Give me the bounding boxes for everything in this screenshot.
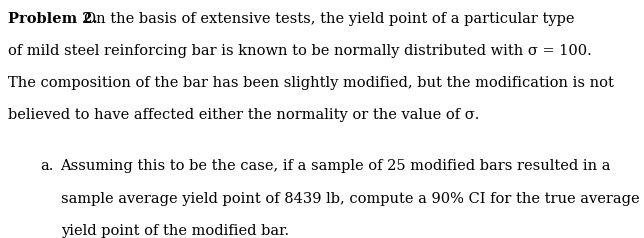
Text: sample average yield point of 8439 lb, compute a 90% CI for the true average: sample average yield point of 8439 lb, c… xyxy=(61,192,639,206)
Text: The composition of the bar has been slightly modified, but the modification is n: The composition of the bar has been slig… xyxy=(8,76,614,90)
Text: yield point of the modified bar.: yield point of the modified bar. xyxy=(61,224,289,238)
Text: On the basis of extensive tests, the yield point of a particular type: On the basis of extensive tests, the yie… xyxy=(84,12,574,26)
Text: a.: a. xyxy=(40,159,53,174)
Text: of mild steel reinforcing bar is known to be normally distributed with σ = 100.: of mild steel reinforcing bar is known t… xyxy=(8,44,591,58)
Text: Assuming this to be the case, if a sample of 25 modified bars resulted in a: Assuming this to be the case, if a sampl… xyxy=(61,159,611,174)
Text: believed to have affected either the normality or the value of σ.: believed to have affected either the nor… xyxy=(8,108,479,122)
Text: Problem 2.: Problem 2. xyxy=(8,12,97,26)
